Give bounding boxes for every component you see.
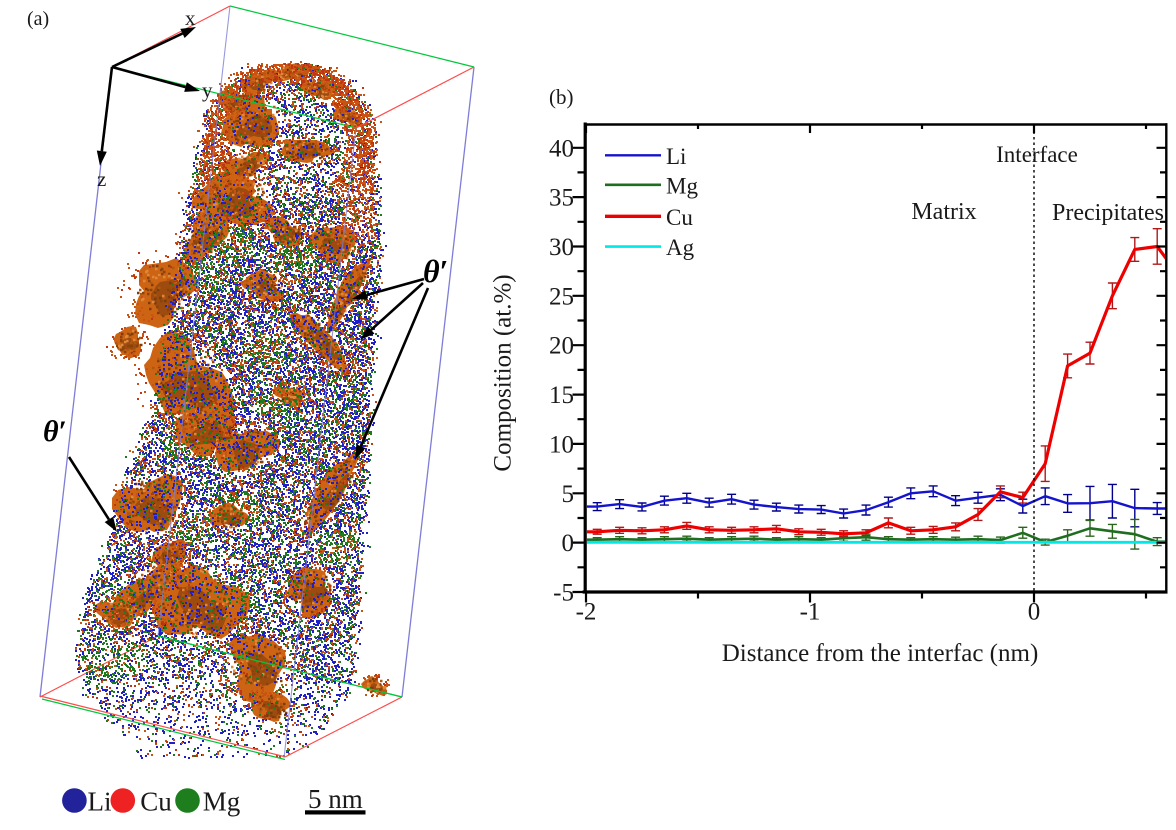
svg-text:Ag: Ag <box>666 235 695 260</box>
svg-text:5 nm: 5 nm <box>308 784 363 814</box>
svg-text:25: 25 <box>549 283 574 310</box>
svg-text:0: 0 <box>562 530 575 557</box>
svg-text:(a): (a) <box>27 8 49 30</box>
svg-text:Cu: Cu <box>140 787 172 817</box>
svg-text:Cu: Cu <box>666 205 693 230</box>
svg-text:y: y <box>202 78 213 102</box>
svg-text:-1: -1 <box>800 599 821 626</box>
svg-text:θ′: θ′ <box>43 415 67 448</box>
svg-text:Li: Li <box>88 787 112 817</box>
svg-text:20: 20 <box>549 333 574 360</box>
svg-text:x: x <box>185 6 196 30</box>
svg-text:Distance from the interfac (nm: Distance from the interfac (nm) <box>722 640 1039 667</box>
svg-text:10: 10 <box>549 431 574 458</box>
svg-text:15: 15 <box>549 382 574 409</box>
svg-text:Matrix: Matrix <box>911 199 976 225</box>
svg-text:Mg: Mg <box>666 173 698 198</box>
svg-text:-2: -2 <box>576 599 597 626</box>
svg-text:-5: -5 <box>553 580 574 607</box>
svg-text:35: 35 <box>549 185 574 212</box>
svg-text:Li: Li <box>666 144 686 169</box>
svg-text:Precipitates: Precipitates <box>1052 200 1164 226</box>
svg-text:(b): (b) <box>549 85 574 109</box>
svg-text:Interface: Interface <box>996 142 1078 167</box>
svg-text:0: 0 <box>1028 599 1041 626</box>
svg-text:5: 5 <box>562 481 575 508</box>
svg-text:θ′: θ′ <box>423 253 449 289</box>
svg-text:40: 40 <box>549 135 574 162</box>
svg-text:30: 30 <box>549 234 574 261</box>
svg-text:z: z <box>97 167 106 191</box>
svg-text:Composition (at.%): Composition (at.%) <box>490 274 517 471</box>
svg-text:Mg: Mg <box>203 787 241 817</box>
